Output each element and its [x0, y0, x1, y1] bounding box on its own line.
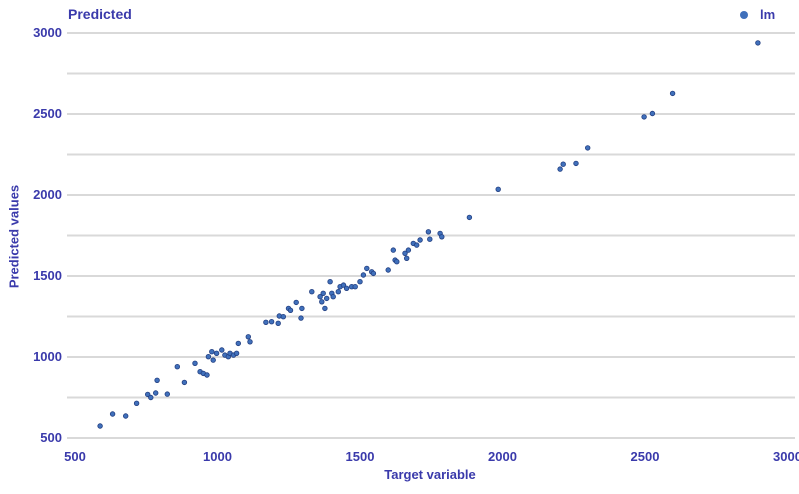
data-point [669, 90, 676, 97]
data-point [245, 334, 251, 340]
data-point [370, 270, 377, 277]
data-point [181, 379, 188, 386]
data-point [280, 314, 286, 320]
data-point [133, 400, 140, 406]
chart-title: Predicted [68, 6, 132, 22]
data-point [404, 255, 410, 261]
data-point [263, 319, 269, 325]
data-point [414, 242, 420, 248]
data-point [109, 411, 116, 417]
data-point [343, 285, 350, 291]
data-point [219, 347, 225, 353]
data-point [275, 320, 281, 326]
data-point [210, 357, 216, 363]
data-point [390, 247, 396, 253]
x-tick-label: 2500 [630, 449, 660, 464]
data-point [402, 250, 408, 256]
data-point [324, 295, 330, 302]
data-point [585, 145, 591, 151]
data-point [122, 413, 129, 419]
data-point [322, 305, 328, 312]
data-point [164, 391, 170, 397]
y-tick-label: 2500 [33, 106, 62, 121]
y-tick-label: 3000 [33, 25, 62, 40]
data-point [573, 160, 579, 167]
data-point [439, 234, 445, 240]
data-point [755, 40, 761, 46]
data-point [148, 394, 154, 401]
data-point [213, 350, 220, 356]
data-point [317, 294, 323, 300]
x-tick-label: 500 [64, 449, 86, 464]
data-point [97, 423, 103, 429]
data-point [557, 166, 563, 172]
data-point [641, 114, 647, 120]
legend-label: lm [760, 7, 776, 22]
data-point [425, 229, 432, 235]
gridlines [67, 32, 795, 439]
scatter-points [97, 40, 761, 429]
data-point [144, 391, 151, 398]
x-axis-title: Target variable [384, 467, 476, 482]
y-tick-label: 1500 [33, 268, 62, 283]
x-tick-label: 1500 [345, 449, 375, 464]
data-point [364, 265, 370, 272]
data-point [357, 279, 363, 285]
data-point [394, 259, 400, 265]
data-point [327, 279, 333, 285]
data-point [247, 339, 253, 345]
y-tick-label: 1000 [33, 349, 62, 364]
x-tick-label: 2000 [488, 449, 517, 464]
data-point [466, 214, 473, 221]
data-point [235, 340, 241, 347]
legend: lm [740, 7, 775, 22]
x-tick-label: 1000 [203, 449, 232, 464]
data-point [495, 186, 501, 192]
data-point [152, 390, 159, 396]
data-point [360, 272, 367, 278]
data-point [320, 290, 326, 296]
data-point [417, 237, 423, 243]
data-point [154, 377, 160, 383]
data-point [298, 315, 304, 321]
data-point [319, 299, 325, 305]
data-point [427, 236, 433, 242]
data-point [192, 360, 198, 366]
data-point [299, 305, 305, 312]
data-point [385, 267, 391, 273]
data-point [649, 110, 656, 117]
data-point [352, 284, 358, 290]
data-point [293, 299, 299, 306]
data-point [335, 289, 341, 295]
data-point [204, 372, 210, 378]
data-point [405, 247, 412, 253]
data-point [560, 161, 566, 167]
data-point [330, 294, 336, 300]
data-point [340, 282, 347, 288]
y-tick-label: 500 [40, 430, 62, 445]
data-point [233, 350, 240, 356]
data-point [309, 289, 315, 295]
legend-marker-icon [740, 10, 748, 19]
data-point [209, 349, 215, 355]
data-point [268, 319, 275, 325]
data-point [287, 307, 294, 313]
x-tick-label: 3000 [773, 449, 799, 464]
y-tick-label: 2000 [33, 187, 62, 202]
data-point [174, 364, 180, 370]
data-point [205, 354, 212, 360]
